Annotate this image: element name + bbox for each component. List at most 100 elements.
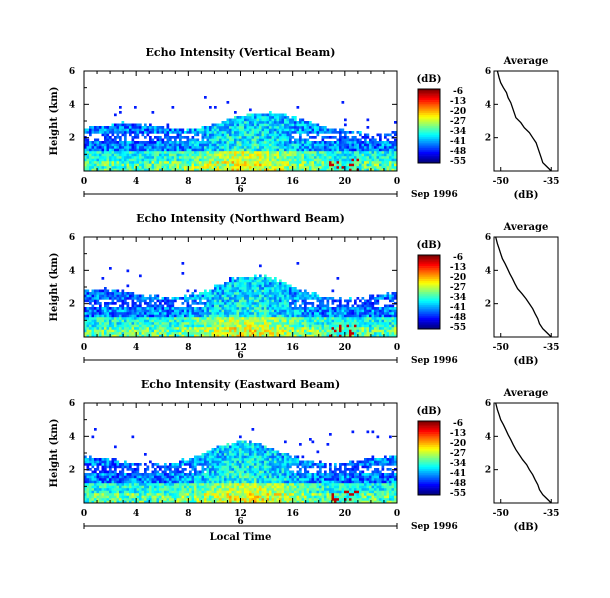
- colorbar-segment: [418, 109, 440, 112]
- colorbar-segment: [418, 476, 440, 479]
- colorbar-segment: [418, 262, 440, 265]
- profile-x-tick-label: -35: [543, 509, 559, 519]
- panel-title: Echo Intensity (Eastward Beam): [141, 378, 340, 391]
- colorbar-tick-label: -13: [450, 97, 466, 107]
- y-axis-label: Height (km): [49, 87, 60, 156]
- colorbar-segment: [418, 448, 440, 451]
- profile-y-tick-label: 2: [485, 466, 491, 476]
- panel-2: Echo Intensity (Northward Beam) 2 4 6 Height…: [49, 212, 559, 367]
- x-tick-label: 12: [234, 177, 247, 187]
- colorbar-segment: [418, 316, 440, 319]
- profile-x-tick-label: -50: [493, 177, 509, 187]
- x-tick-label: 8: [185, 509, 191, 519]
- x-tick-label: 20: [339, 509, 352, 519]
- colorbar-segment: [418, 129, 440, 132]
- colorbar-segment: [418, 124, 440, 127]
- profile-x-tick-label: -50: [493, 343, 509, 353]
- colorbar-segment: [418, 105, 440, 108]
- colorbar-segment: [418, 463, 440, 466]
- profile-y-tick-label: 6: [485, 67, 491, 77]
- colorbar-segment: [418, 126, 440, 129]
- colorbar-tick-label: -48: [450, 147, 466, 157]
- x-tick-label: 20: [339, 177, 352, 187]
- colorbar-segment: [418, 131, 440, 134]
- colorbar-segment: [418, 478, 440, 481]
- colorbar-segment: [418, 260, 440, 263]
- colorbar-tick-label: -41: [450, 137, 466, 147]
- profile-y-tick-label: 2: [485, 134, 491, 144]
- heatmap-cells: [84, 96, 397, 172]
- date-label: Sep 1996: [411, 356, 458, 366]
- colorbar-frame: [417, 88, 441, 164]
- x-tick-label: 12: [234, 343, 247, 353]
- colorbar-tick-label: -6: [453, 419, 463, 429]
- profile-frame: [493, 402, 559, 504]
- colorbar-segment: [418, 482, 440, 485]
- colorbar-segment: [418, 273, 440, 276]
- panel-title: Echo Intensity (Northward Beam): [136, 212, 345, 225]
- colorbar-tick-label: -41: [450, 303, 466, 313]
- colorbar-segment: [418, 111, 440, 114]
- colorbar-tick-label: -13: [450, 429, 466, 439]
- colorbar-segment: [418, 469, 440, 472]
- date-label: Sep 1996: [411, 522, 458, 532]
- heatmap-cells: [84, 262, 397, 338]
- colorbar-segment: [418, 282, 440, 285]
- panel-1: Echo Intensity (Vertical Beam) 2 4 6 Height …: [49, 46, 559, 201]
- colorbar-segment: [418, 148, 440, 151]
- profile-title: Average: [503, 222, 549, 233]
- y-axis-label: Height (km): [49, 253, 60, 322]
- colorbar-unit: (dB): [417, 74, 442, 85]
- colorbar-tick-label: -6: [453, 87, 463, 97]
- colorbar-segment: [418, 327, 440, 330]
- profile-y-tick-label: 4: [485, 432, 491, 442]
- colorbar-segment: [418, 314, 440, 317]
- colorbar-segment: [418, 264, 440, 267]
- colorbar-segment: [418, 439, 440, 442]
- colorbar-tick-label: -48: [450, 313, 466, 323]
- colorbar-segment: [418, 286, 440, 289]
- profile-y-tick-label: 6: [485, 399, 491, 409]
- colorbar-segment: [418, 306, 440, 309]
- colorbar-segment: [418, 120, 440, 123]
- colorbar-segment: [418, 493, 440, 496]
- x-tick-label: 4: [133, 343, 139, 353]
- y-tick-label: 2: [69, 300, 75, 310]
- colorbar-segment: [418, 474, 440, 477]
- colorbar-segment: [418, 325, 440, 328]
- colorbar-unit: (dB): [417, 240, 442, 251]
- colorbar-segment: [418, 433, 440, 437]
- x-tick-label: 0: [394, 509, 400, 519]
- colorbar-segment: [418, 275, 440, 278]
- colorbar-segment: [418, 96, 440, 99]
- colorbar-segment: [418, 292, 440, 295]
- x-tick-label: 0: [394, 177, 400, 187]
- colorbar-segment: [418, 118, 440, 121]
- colorbar-segment: [418, 491, 440, 494]
- day-label: 6: [237, 351, 243, 361]
- colorbar-segment: [418, 319, 440, 322]
- colorbar-segment: [418, 470, 440, 474]
- colorbar-segment: [418, 299, 440, 302]
- colorbar-segment: [418, 271, 440, 274]
- colorbar-segment: [418, 256, 440, 259]
- colorbar-segment: [418, 428, 440, 431]
- colorbar-segment: [418, 146, 440, 149]
- colorbar-segment: [418, 159, 440, 162]
- colorbar-tick-label: -34: [450, 127, 466, 137]
- y-tick-label: 6: [69, 399, 75, 409]
- colorbar-tick-label: -27: [450, 449, 466, 459]
- date-label: Sep 1996: [411, 190, 458, 200]
- day-label: 6: [237, 517, 243, 527]
- colorbar-frame: [417, 420, 441, 496]
- profile-y-tick-label: 6: [485, 233, 491, 243]
- colorbar-tick-label: -41: [450, 469, 466, 479]
- colorbar-segment: [418, 304, 440, 308]
- colorbar-segment: [418, 150, 440, 153]
- colorbar-tick-label: -20: [450, 273, 466, 283]
- colorbar-segment: [418, 435, 440, 438]
- profile-x-label: (dB): [514, 522, 539, 533]
- colorbar-tick-label: -34: [450, 293, 466, 303]
- colorbar-tick-label: -48: [450, 479, 466, 489]
